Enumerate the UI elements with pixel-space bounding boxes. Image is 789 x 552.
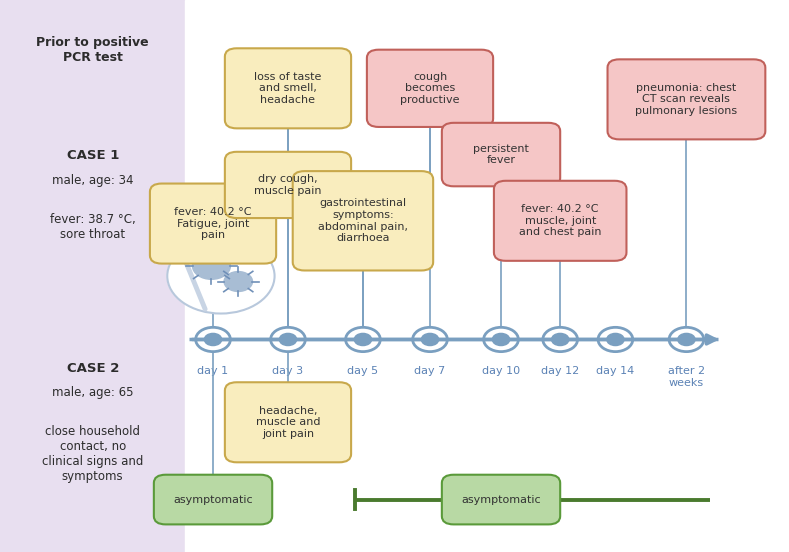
- Text: dry cough,
muscle pain: dry cough, muscle pain: [254, 174, 322, 196]
- Text: asymptomatic: asymptomatic: [462, 495, 540, 505]
- Text: male, age: 65: male, age: 65: [52, 386, 133, 400]
- Text: day 3: day 3: [272, 366, 304, 376]
- Text: day 1: day 1: [197, 366, 229, 376]
- Text: fever: 40.2 °C
Fatigue, joint
pain: fever: 40.2 °C Fatigue, joint pain: [174, 207, 252, 240]
- Text: fever: 40.2 °C
muscle, joint
and chest pain: fever: 40.2 °C muscle, joint and chest p…: [519, 204, 601, 237]
- Text: day 14: day 14: [596, 366, 634, 376]
- Bar: [0, 0, 185, 552]
- Text: gastrointestinal
symptoms:
abdominal pain,
diarrhoea: gastrointestinal symptoms: abdominal pai…: [318, 198, 408, 243]
- FancyBboxPatch shape: [442, 475, 560, 524]
- Text: persistent
fever: persistent fever: [473, 144, 529, 166]
- Circle shape: [224, 272, 252, 291]
- FancyBboxPatch shape: [367, 50, 493, 127]
- Circle shape: [607, 333, 624, 346]
- Circle shape: [678, 333, 695, 346]
- Circle shape: [167, 238, 275, 314]
- Circle shape: [279, 333, 297, 346]
- Text: pneumonia: chest
CT scan reveals
pulmonary lesions: pneumonia: chest CT scan reveals pulmona…: [635, 83, 738, 116]
- Circle shape: [204, 333, 222, 346]
- Text: day 5: day 5: [347, 366, 379, 376]
- Text: CASE 2: CASE 2: [66, 362, 119, 375]
- Circle shape: [421, 333, 439, 346]
- Circle shape: [354, 333, 372, 346]
- Text: male, age: 34: male, age: 34: [52, 174, 133, 187]
- FancyBboxPatch shape: [225, 382, 351, 463]
- Text: day 10: day 10: [482, 366, 520, 376]
- Text: loss of taste
and smell,
headache: loss of taste and smell, headache: [254, 72, 322, 105]
- Text: close household
contact, no
clinical signs and
symptoms: close household contact, no clinical sig…: [42, 425, 144, 483]
- Text: day 7: day 7: [414, 366, 446, 376]
- FancyBboxPatch shape: [442, 123, 560, 187]
- Text: fever: 38.7 °C,
sore throat: fever: 38.7 °C, sore throat: [50, 213, 136, 241]
- Bar: [185, 0, 789, 552]
- FancyBboxPatch shape: [494, 181, 626, 261]
- Text: headache,
muscle and
joint pain: headache, muscle and joint pain: [256, 406, 320, 439]
- FancyBboxPatch shape: [225, 49, 351, 129]
- Circle shape: [193, 253, 230, 279]
- Circle shape: [492, 333, 510, 346]
- Text: cough
becomes
productive: cough becomes productive: [400, 72, 460, 105]
- FancyBboxPatch shape: [150, 183, 276, 264]
- FancyBboxPatch shape: [608, 60, 765, 140]
- FancyBboxPatch shape: [154, 475, 272, 524]
- FancyBboxPatch shape: [225, 152, 351, 218]
- Text: day 12: day 12: [541, 366, 579, 376]
- Circle shape: [552, 333, 569, 346]
- Text: after 2
weeks: after 2 weeks: [667, 366, 705, 388]
- FancyBboxPatch shape: [293, 171, 433, 270]
- Text: asymptomatic: asymptomatic: [174, 495, 252, 505]
- Text: CASE 1: CASE 1: [66, 149, 119, 162]
- Text: Prior to positive
PCR test: Prior to positive PCR test: [36, 36, 149, 64]
